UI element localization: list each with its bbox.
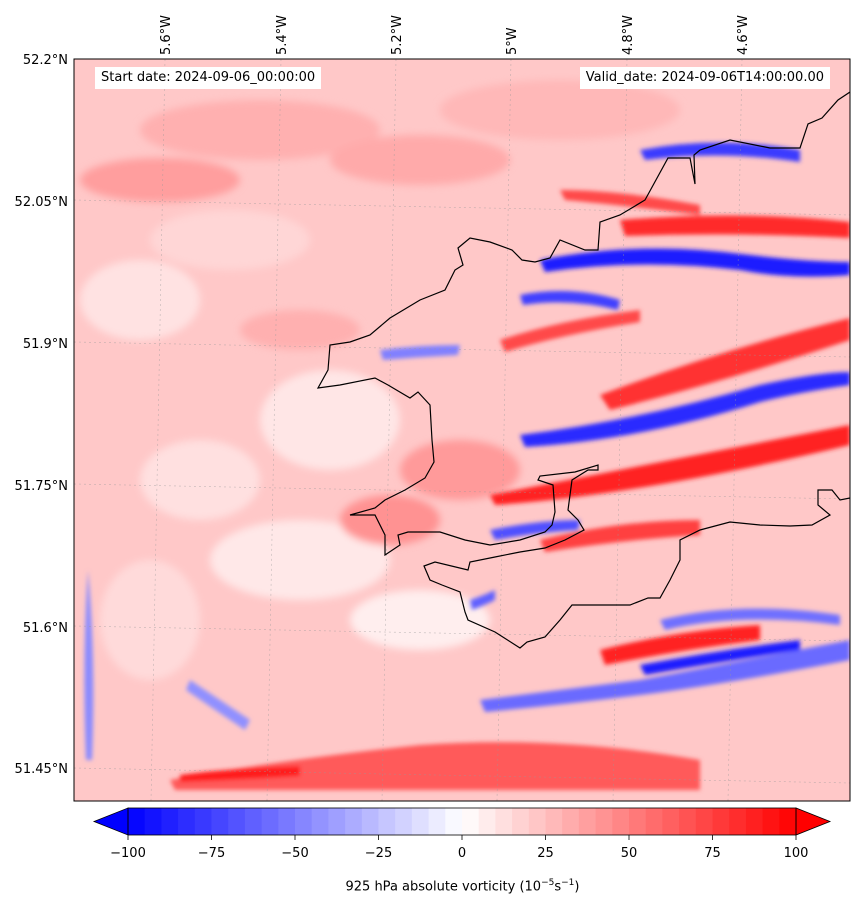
lon-label: 4.8°W	[621, 15, 636, 55]
colorbar-bin	[762, 808, 780, 835]
colorbar-bin	[779, 808, 797, 835]
colorbar-label-close: )	[574, 879, 580, 895]
coastline	[316, 91, 850, 649]
colorbar-bin	[328, 808, 346, 835]
colorbar-bin	[144, 808, 162, 835]
colorbar-label-exp2: −1	[561, 878, 575, 888]
colorbar-bin	[261, 808, 279, 835]
colorbar-bin	[629, 808, 647, 835]
colorbar: −100 −75 −50 −25 0 25 50 75 100	[92, 807, 832, 861]
colorbar-tick-label: 75	[704, 846, 721, 861]
colorbar-max-extend	[795, 807, 832, 836]
colorbar-bin	[244, 808, 263, 835]
colorbar-bin	[228, 808, 246, 835]
colorbar-tick-label: −25	[365, 846, 392, 861]
colorbar-bin	[445, 808, 463, 835]
colorbar-label-unit: s	[554, 879, 562, 895]
colorbar-bin	[378, 808, 396, 835]
vorticity-field	[74, 59, 850, 801]
colorbar-bin	[161, 808, 179, 835]
map-frame	[73, 58, 851, 802]
lon-label: 5.2°W	[390, 15, 405, 55]
graticule	[74, 59, 850, 801]
lon-labels: 5.6°W 5.4°W 5.2°W 5°W 4.8°W 4.6°W	[159, 15, 751, 55]
start-date-label: Start date: 2024-09-06_00:00:00	[95, 67, 322, 89]
colorbar-tick-label: 0	[458, 846, 466, 861]
lat-label: 52.2°N	[23, 53, 68, 68]
colorbar-tick-label: 50	[621, 846, 638, 861]
colorbar-bin	[712, 808, 730, 835]
colorbar-bin	[645, 808, 663, 835]
colorbar-bin	[428, 808, 446, 835]
lon-label: 5°W	[505, 27, 520, 55]
colorbar-bin	[178, 808, 196, 835]
colorbar-bin	[578, 808, 597, 835]
colorbar-bin	[395, 808, 413, 835]
colorbar-bin	[295, 808, 313, 835]
colorbar-bin	[495, 808, 513, 835]
colorbar-bin	[411, 808, 430, 835]
colorbar-tick-labels: −100 −75 −50 −25 0 25 50 75 100	[110, 846, 808, 861]
colorbar-bin	[695, 808, 713, 835]
colorbar-tick-label: 25	[537, 846, 554, 861]
colorbar-tick-label: −50	[281, 846, 308, 861]
colorbar-bin	[128, 808, 146, 835]
colorbar-bin	[662, 808, 680, 835]
colorbar-bin	[278, 808, 296, 835]
lon-label: 4.6°W	[736, 15, 751, 55]
colorbar-bin	[562, 808, 580, 835]
colorbar-bin	[528, 808, 546, 835]
colorbar-bin	[345, 808, 363, 835]
colorbar-bin	[512, 808, 530, 835]
colorbar-label-exp1: −5	[541, 878, 555, 888]
lat-label: 51.6°N	[23, 621, 68, 636]
colorbar-min-extend	[92, 807, 129, 836]
colorbar-ticks	[127, 835, 797, 840]
colorbar-bin	[311, 808, 329, 835]
lat-label: 51.75°N	[15, 479, 68, 494]
lon-label: 5.6°W	[159, 15, 174, 55]
colorbar-bin	[545, 808, 563, 835]
colorbar-bin	[361, 808, 379, 835]
lon-label: 5.4°W	[275, 15, 290, 55]
colorbar-bin	[612, 808, 630, 835]
colorbar-label-text: 925 hPa absolute vorticity (10	[345, 879, 542, 895]
colorbar-bin	[679, 808, 697, 835]
colorbar-bin	[462, 808, 480, 835]
colorbar-bin	[595, 808, 613, 835]
colorbar-bin	[729, 808, 747, 835]
lat-labels: 52.2°N 52.05°N 51.9°N 51.75°N 51.6°N 51.…	[15, 53, 68, 777]
colorbar-bin	[211, 808, 229, 835]
lat-label: 52.05°N	[15, 195, 68, 210]
lat-label: 51.45°N	[15, 762, 68, 777]
colorbar-bin	[478, 808, 496, 835]
colorbar-tick-label: −100	[110, 846, 146, 861]
valid-date-label: Valid_date: 2024-09-06T14:00:00.00	[579, 67, 830, 89]
colorbar-bin	[745, 808, 764, 835]
colorbar-label: 925 hPa absolute vorticity (10−5s−1)	[0, 878, 859, 894]
lat-label: 51.9°N	[23, 337, 68, 352]
colorbar-bin	[194, 808, 212, 835]
colorbar-bins	[128, 808, 797, 835]
colorbar-tick-label: 100	[784, 846, 809, 861]
colorbar-tick-label: −75	[198, 846, 225, 861]
